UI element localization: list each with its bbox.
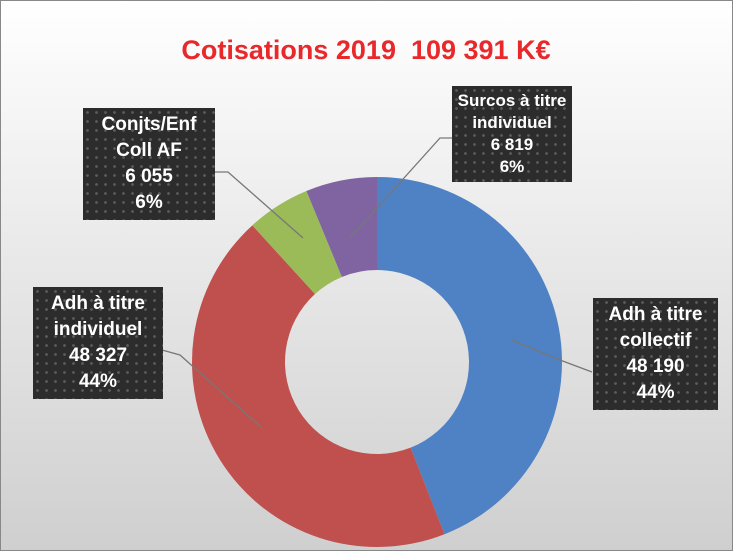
label-value: 6 055 [125, 166, 173, 187]
label-percent: 44% [636, 382, 675, 403]
leader-lines [161, 137, 593, 429]
data-label: Adh à titre individuel 48 327 44% [33, 287, 163, 399]
slice [377, 177, 563, 535]
label-value: 6 819 [490, 135, 534, 154]
label-category: Conjts/Enf Coll AF [101, 114, 197, 161]
slice [191, 225, 445, 548]
label-category: Surcos à titre individuel [457, 91, 567, 132]
leader-line [215, 171, 304, 239]
data-label: Conjts/Enf Coll AF 6 055 6% [83, 108, 215, 220]
label-value: 48 190 [626, 356, 685, 377]
label-category: Adh à titre individuel [51, 293, 145, 340]
slice [306, 177, 377, 277]
label-percent: 6% [135, 192, 163, 213]
slice [252, 191, 342, 295]
data-label: Surcos à titre individuel 6 819 6% [452, 86, 572, 182]
label-percent: 44% [78, 371, 118, 392]
chart-title: Cotisations 2019 109 391 K€ [181, 35, 550, 65]
label-category: Adh à titre collectif [608, 304, 703, 351]
label-percent: 6% [499, 157, 525, 176]
label-value: 48 327 [68, 345, 128, 366]
data-label: Adh à titre collectif 48 190 44% [593, 298, 718, 410]
slices [191, 177, 563, 548]
leader-line [511, 339, 593, 373]
leader-line [349, 137, 452, 239]
leader-line [161, 349, 263, 429]
